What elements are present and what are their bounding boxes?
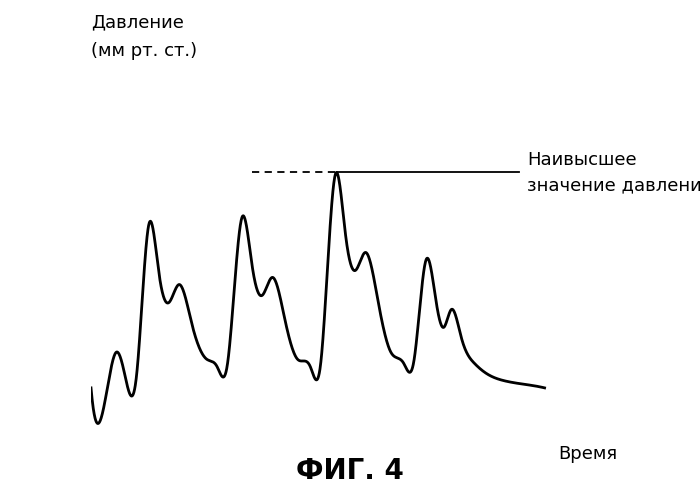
Text: Время: Время	[559, 445, 617, 463]
Text: Давление: Давление	[91, 13, 184, 32]
Text: ФИГ. 4: ФИГ. 4	[296, 457, 404, 485]
Text: (мм рт. ст.): (мм рт. ст.)	[91, 42, 197, 60]
Text: Наивысшее
значение давления: Наивысшее значение давления	[527, 151, 700, 194]
